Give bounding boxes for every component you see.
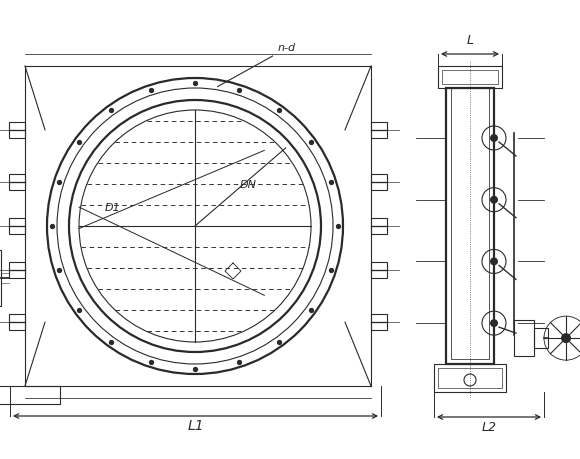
Text: n-d: n-d [218, 43, 296, 87]
Bar [434, 364, 506, 392]
Bar [9, 218, 25, 234]
Text: D1: D1 [105, 203, 121, 213]
Bar [438, 66, 502, 88]
Circle shape [490, 319, 498, 327]
Bar [514, 320, 534, 356]
Circle shape [490, 134, 498, 142]
Bar [446, 88, 494, 364]
Bar [0, 386, 60, 404]
Text: L2: L2 [481, 421, 496, 434]
Bar [371, 263, 387, 279]
Circle shape [490, 196, 498, 204]
Text: DN: DN [240, 180, 257, 190]
Bar [451, 88, 489, 359]
Bar [371, 314, 387, 330]
Bar [371, 174, 387, 190]
Bar [438, 368, 502, 388]
Circle shape [561, 333, 571, 343]
Bar [9, 314, 25, 330]
Bar [442, 70, 498, 84]
Text: L1: L1 [187, 419, 204, 433]
Text: L: L [466, 34, 473, 47]
Bar [9, 174, 25, 190]
Bar [9, 263, 25, 279]
Bar [371, 218, 387, 234]
Bar [0, 250, 1, 306]
Bar [371, 122, 387, 138]
Bar [9, 122, 25, 138]
Circle shape [490, 257, 498, 265]
Bar [534, 328, 548, 348]
